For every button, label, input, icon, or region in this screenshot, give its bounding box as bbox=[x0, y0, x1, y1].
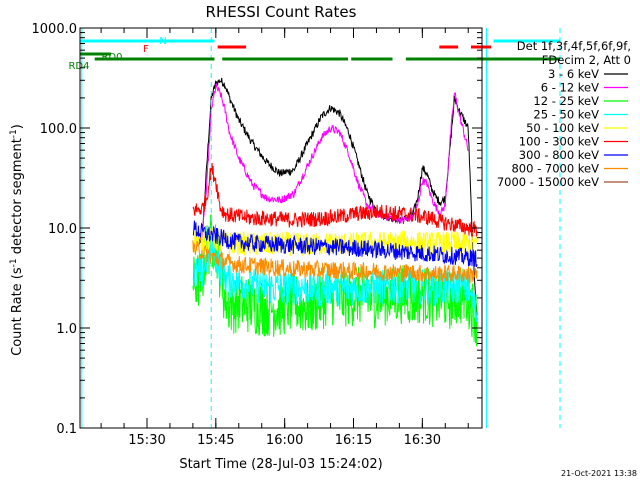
chart-title: RHESSI Count Rates bbox=[206, 3, 357, 21]
y-tick-label-4: 1000.0 bbox=[32, 22, 78, 37]
instrument-annotations: NF RD0 RD4 bbox=[68, 28, 561, 428]
x-axis-label: Start Time (28-Jul-03 15:24:02) bbox=[179, 457, 382, 472]
series-line-6 bbox=[192, 220, 478, 268]
plot-axes: 0.1 1.0 10.0 100.0 1000.0 15:30 15:45 16:00 16:1… bbox=[32, 22, 483, 448]
annotation-marker-n: N bbox=[159, 36, 166, 47]
legend-label-4: 50 - 100 keV bbox=[526, 121, 599, 135]
series-line-5 bbox=[192, 162, 478, 238]
legend-label-6: 300 - 800 keV bbox=[519, 148, 599, 162]
x-tick-label-3: 16:15 bbox=[335, 433, 372, 448]
y-axis-label: Count Rate (s-1 detector segment-1) bbox=[9, 124, 25, 356]
annotation-marker-rd4: RD4 bbox=[68, 61, 89, 72]
series-lines bbox=[192, 77, 478, 347]
legend-label-5: 100 - 300 keV bbox=[519, 135, 599, 149]
series-line-1 bbox=[192, 82, 469, 250]
legend-label-7: 800 - 7000 keV bbox=[511, 162, 599, 176]
series-line-0 bbox=[192, 77, 478, 320]
series-line-7 bbox=[192, 240, 478, 284]
x-tick-label-4: 16:30 bbox=[404, 433, 441, 448]
legend-label-8: 7000 - 15000 keV bbox=[497, 175, 599, 189]
y-tick-label-2: 10.0 bbox=[48, 222, 77, 237]
y-tick-label-1: 1.0 bbox=[56, 322, 77, 337]
annotation-marker-rd0: RD0 bbox=[101, 52, 122, 63]
x-tick-label-1: 15:45 bbox=[197, 433, 234, 448]
y-tick-label-0: 0.1 bbox=[56, 422, 77, 437]
annotation-marker-f: F bbox=[143, 44, 149, 55]
legend-header-line2: FDecim 2, Att 0 bbox=[542, 53, 631, 67]
legend-label-0: 3 - 6 keV bbox=[548, 67, 599, 81]
footer-timestamp: 21-Oct-2021 13:38 bbox=[561, 469, 637, 478]
legend-header-line1: Det 1f,3f,4f,5f,6f,9f, bbox=[517, 39, 631, 53]
legend-label-2: 12 - 25 keV bbox=[533, 94, 599, 108]
legend: Det 1f,3f,4f,5f,6f,9f, FDecim 2, Att 0 3… bbox=[497, 39, 631, 189]
x-tick-label-0: 15:30 bbox=[128, 433, 165, 448]
legend-label-1: 6 - 12 keV bbox=[541, 81, 599, 95]
y-tick-label-3: 100.0 bbox=[40, 122, 77, 137]
legend-label-3: 25 - 50 keV bbox=[533, 108, 599, 122]
x-tick-label-2: 16:00 bbox=[266, 433, 303, 448]
